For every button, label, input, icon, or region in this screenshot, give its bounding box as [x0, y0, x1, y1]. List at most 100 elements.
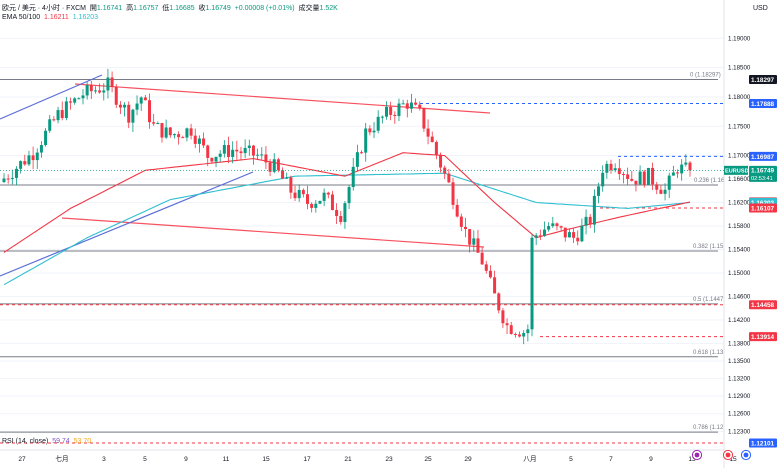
price-tag[interactable]: 1.16987	[749, 151, 777, 161]
flag-eu-icon[interactable]	[740, 449, 752, 461]
rsi-value-2: 53.70	[73, 438, 92, 445]
price-tag-box	[749, 151, 777, 161]
candle	[480, 246, 484, 265]
candle	[567, 229, 571, 238]
candle-body	[397, 103, 401, 117]
candle-body	[19, 161, 23, 169]
candle	[484, 260, 488, 274]
candle-body	[181, 137, 185, 139]
candle	[617, 159, 621, 180]
candle	[638, 165, 642, 185]
candle-body	[260, 154, 264, 156]
price-tick-label: 1.13500	[728, 358, 751, 365]
candle-body	[343, 203, 347, 223]
candle	[376, 110, 380, 134]
price-tag[interactable]: 1.12101	[749, 438, 777, 448]
candle	[243, 139, 247, 159]
candle	[588, 214, 592, 229]
candle-body	[451, 182, 455, 205]
candle-body	[297, 189, 301, 199]
candle-body	[23, 161, 27, 165]
candle-body	[52, 119, 56, 121]
candle-body	[401, 103, 405, 105]
candle	[538, 229, 542, 240]
price-tag-text: 1.16203	[751, 200, 775, 207]
candle-body	[335, 210, 339, 217]
candle	[455, 199, 459, 218]
candle-body	[301, 189, 305, 195]
candle-body	[326, 192, 330, 195]
candle-body	[110, 77, 114, 88]
currency-label[interactable]: USD	[753, 5, 768, 12]
candle-body	[106, 77, 110, 91]
candle	[597, 182, 601, 204]
lightning-icon[interactable]	[691, 449, 703, 461]
candle	[276, 157, 280, 173]
price-tag[interactable]: 1.13914	[749, 332, 777, 342]
candle-body	[526, 329, 530, 334]
candle-body	[10, 177, 14, 179]
candle-body	[364, 128, 368, 153]
price-tag[interactable]: 1.17888	[749, 99, 777, 109]
candle-body	[488, 270, 492, 278]
price-tag-text: 1.12101	[751, 440, 775, 447]
candle	[360, 150, 364, 154]
candle-body	[505, 323, 509, 326]
ema-legend[interactable]: EMA 50/100 1.16211 1.16203	[2, 14, 98, 21]
price-tag[interactable]: 1.16107	[749, 203, 777, 213]
candle	[181, 135, 185, 139]
candle	[81, 89, 85, 105]
price-tag[interactable]: 1.14458	[749, 300, 777, 310]
lightning-icon-core	[694, 452, 700, 458]
candle	[218, 150, 222, 162]
candle	[206, 144, 210, 167]
candle-body	[605, 163, 609, 173]
candle-body	[35, 152, 39, 161]
low-value: 1.16685	[169, 5, 195, 12]
candle	[310, 202, 314, 213]
candle	[193, 128, 197, 149]
candle-body	[409, 102, 413, 109]
candle-body	[626, 174, 630, 179]
candle	[671, 165, 675, 176]
candle	[85, 82, 89, 100]
candle	[139, 96, 143, 111]
trendline-lower-red	[61, 217, 485, 248]
candle-body	[617, 168, 621, 175]
candle-body	[164, 127, 168, 138]
candle	[380, 115, 384, 124]
candle-body	[468, 229, 472, 245]
candle	[64, 96, 68, 121]
time-tick-label: 21	[344, 456, 352, 463]
candle-body	[563, 227, 567, 238]
candle-body	[476, 238, 480, 253]
symbol-tag-text: EURUSD	[725, 169, 749, 175]
candle	[634, 180, 638, 192]
candle-body	[680, 164, 684, 174]
rsi-legend[interactable]: RSI (14, close) 59.74 53.70	[2, 438, 91, 445]
candle	[459, 213, 463, 231]
change-value: +0.00008 (+0.01%)	[234, 5, 295, 12]
price-tick-label: 1.16200	[728, 200, 751, 207]
time-tick-label: 27	[18, 456, 26, 463]
candle	[559, 225, 563, 232]
time-axis: 27 七月 3 5 9 11 15 17 21 23 25 29 八月 5 7 9 13 15	[0, 449, 737, 463]
time-tick-label: 15	[262, 456, 270, 463]
candle	[177, 131, 181, 145]
price-tag-text: 1.16107	[751, 205, 775, 212]
candle-body	[148, 100, 152, 123]
rsi-event-icons	[691, 449, 752, 461]
current-price-text: 1.16749	[751, 168, 775, 175]
candle	[488, 265, 492, 279]
candle-body	[156, 123, 160, 125]
price-tag[interactable]: 1.18297	[749, 75, 777, 85]
time-tick-label: 5	[569, 456, 573, 463]
candle-body	[651, 167, 655, 185]
candle	[256, 148, 260, 160]
candle-body	[48, 119, 52, 131]
price-tag-box	[749, 332, 777, 342]
candle	[222, 140, 226, 158]
candle-body	[98, 90, 102, 93]
flag-us-icon[interactable]	[722, 449, 734, 461]
